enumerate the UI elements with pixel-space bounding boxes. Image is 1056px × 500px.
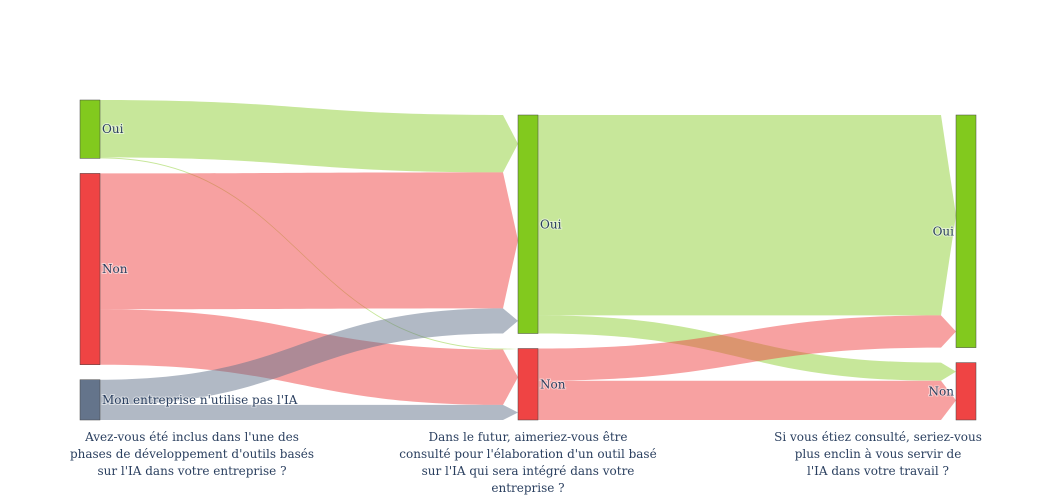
labels-layer: Oui Non Mon entreprise n'utilise pas l'IA O…: [101, 121, 955, 408]
column-title-line: phases de développement d'outils basés: [69, 447, 315, 461]
link-q1_oui-to-q2_oui[interactable]: [100, 100, 518, 173]
nodes-layer: [79, 99, 977, 421]
column-title-line: l'IA dans votre travail ?: [807, 464, 949, 478]
node-label-q3_oui: Oui: [933, 224, 955, 238]
node-label-q1_non: Non: [102, 262, 128, 276]
column-title-line: sur l'IA qui sera intégré dans votre ent…: [421, 464, 635, 495]
node-q1_oui[interactable]: [79, 99, 101, 159]
node-q1_none[interactable]: [79, 379, 101, 421]
column-title-q1: Avez-vous été inclus dans l'une des phas…: [57, 429, 327, 480]
link-q2_non-to-q3_oui[interactable]: [538, 315, 956, 381]
node-q2_oui[interactable]: [517, 114, 539, 334]
node-label-q3_non: Non: [929, 384, 955, 398]
column-title-line: Avez-vous été inclus dans l'une des: [85, 430, 299, 444]
column-title-q2: Dans le futur, aimeriez-vous être consul…: [393, 429, 663, 497]
column-title-line: consulté pour l'élaboration d'un outil b…: [399, 447, 657, 461]
node-q2_non[interactable]: [517, 348, 539, 421]
link-q1_non-to-q2_oui[interactable]: [100, 172, 518, 310]
link-q1_none-to-q2_oui[interactable]: [100, 308, 518, 405]
node-q1_non[interactable]: [79, 173, 101, 365]
node-label-q1_oui: Oui: [102, 122, 124, 136]
node-label-q2_non: Non: [540, 377, 566, 391]
links-layer: [100, 100, 956, 420]
node-label-q1_none: Mon entreprise n'utilise pas l'IA: [102, 393, 298, 407]
link-q1_none-to-q2_non[interactable]: [100, 404, 518, 420]
column-title-line: sur l'IA dans votre entreprise ?: [97, 464, 287, 478]
node-label-q2_oui: Oui: [540, 217, 562, 231]
column-title-line: plus enclin à vous servir de: [794, 447, 962, 461]
column-title-line: Si vous étiez consulté, seriez-vous: [774, 430, 982, 444]
node-q3_oui[interactable]: [955, 114, 977, 348]
column-title-line: Dans le futur, aimeriez-vous être: [428, 430, 628, 444]
link-q2_non-to-q3_non[interactable]: [538, 380, 956, 420]
node-q3_non[interactable]: [955, 362, 977, 421]
column-title-q3: Si vous étiez consulté, seriez-vous plus…: [743, 429, 1013, 480]
link-q2_oui-to-q3_oui[interactable]: [538, 115, 956, 316]
